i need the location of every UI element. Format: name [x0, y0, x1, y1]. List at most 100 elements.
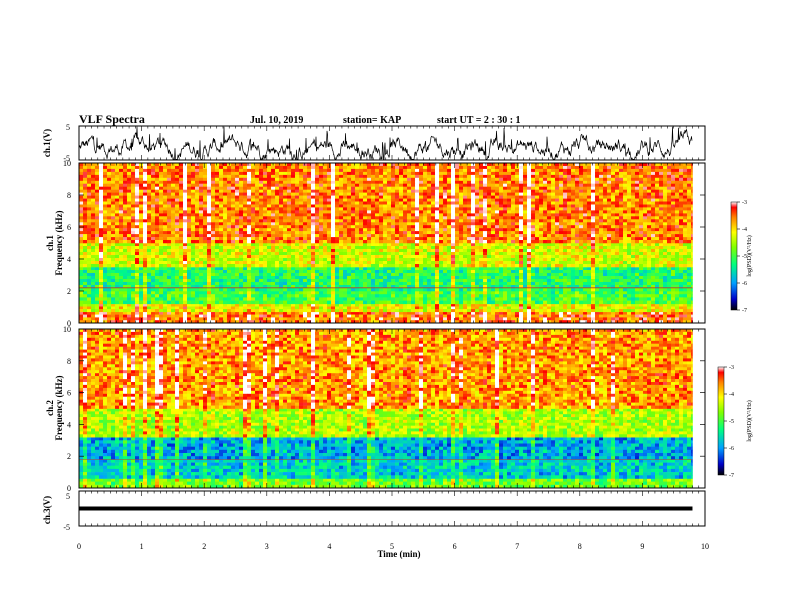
spectrogram-cell: [435, 309, 440, 313]
spectrogram-cell: [155, 258, 160, 262]
spectrogram-cell: [91, 311, 96, 315]
spectrogram-cell: [591, 282, 596, 286]
spectrogram-cell: [511, 163, 516, 167]
spectrogram-cell: [559, 291, 564, 295]
spectrogram-cell: [447, 294, 452, 298]
spectrogram-cell: [443, 261, 448, 265]
spectrogram-cell: [651, 294, 656, 298]
spectrogram-cell: [251, 267, 256, 271]
spectrogram-cell: [343, 300, 348, 305]
spectrogram-cell: [611, 249, 616, 253]
spectrogram-cell: [547, 171, 552, 176]
spectrogram-cell: [287, 282, 292, 286]
spectrogram-cell: [351, 288, 356, 292]
spectrogram-cell: [411, 171, 416, 176]
spectrogram-cell: [567, 285, 572, 289]
spectrogram-cell: [531, 303, 536, 307]
ch1-ytick-top: 5: [66, 123, 70, 132]
spectrogram-cell: [463, 282, 468, 286]
spectrogram-cell: [135, 297, 140, 301]
spectrogram-cell: [411, 261, 416, 265]
spectrogram-cell: [395, 279, 400, 283]
spectrogram-cell: [215, 264, 220, 268]
spectrogram-cell: [179, 303, 184, 307]
spectrogram-cell: [399, 288, 404, 292]
spectrogram-cell: [335, 291, 340, 295]
spectrogram-cell: [659, 309, 664, 313]
spectrogram-cell: [279, 252, 284, 256]
spectrogram-cell: [543, 246, 548, 250]
spectrogram-cell: [599, 168, 604, 173]
spectrogram-cell: [511, 311, 516, 315]
spectrogram-cell: [463, 320, 468, 324]
spectrogram-cell: [311, 279, 316, 283]
spectrogram-cell: [287, 300, 292, 305]
spectrogram-cell: [683, 255, 688, 259]
spectrogram-cell: [79, 171, 84, 176]
spectrogram-cell: [219, 264, 224, 268]
spectrogram-cell: [527, 311, 532, 315]
spectrogram-cell: [447, 300, 452, 305]
spectrogram-cell: [651, 317, 656, 321]
spectrogram-cell: [535, 285, 540, 289]
spectrogram-cell: [679, 279, 684, 283]
spectrogram-cell: [347, 300, 352, 305]
spectrogram-cell: [519, 279, 524, 283]
spectrogram-cell: [95, 166, 100, 170]
spectrogram-cell: [527, 246, 532, 250]
spectrogram-cell: [539, 243, 544, 247]
spectrogram-cell: [143, 279, 148, 283]
spectrogram-cell: [675, 291, 680, 295]
spectrogram-cell: [275, 168, 280, 173]
spectrogram-cell: [647, 311, 652, 315]
spectrogram-cell: [115, 288, 120, 292]
spectrogram-cell: [635, 317, 640, 321]
spectrogram-cell: [503, 163, 508, 167]
spectrogram-cell: [191, 171, 196, 176]
spectrogram-cell: [211, 264, 216, 268]
spectrogram-cell: [315, 166, 320, 170]
spectrogram-cell: [443, 258, 448, 262]
spectrogram-cell: [163, 317, 168, 321]
spectrogram-cell: [575, 300, 580, 305]
spectrogram-cell: [363, 276, 368, 280]
spectrogram-cell: [175, 166, 180, 170]
spectrogram-cell: [299, 294, 304, 298]
spectrogram-cell: [127, 291, 132, 295]
spectrogram-cell: [671, 276, 676, 280]
spectrogram-cell: [635, 168, 640, 173]
spectrogram-cell: [171, 249, 176, 253]
spectrogram-cell: [255, 314, 260, 318]
spectrogram-cell: [87, 285, 92, 289]
spectrogram-cell: [567, 264, 572, 268]
spectrogram-cell: [83, 174, 88, 179]
spectrogram-cell: [595, 291, 600, 295]
spectrogram-cell: [583, 171, 588, 176]
spectrogram-cell: [423, 276, 428, 280]
spectrogram-cell: [275, 267, 280, 271]
spectrogram-cell: [359, 317, 364, 321]
spectrogram-cell: [399, 261, 404, 265]
spectrogram-cell: [503, 285, 508, 289]
spectrogram-cell: [639, 261, 644, 265]
spectrogram-cell: [359, 300, 364, 305]
spectrogram-cell: [539, 252, 544, 256]
spectrogram-cell: [671, 163, 676, 167]
spectrogram-cell: [611, 279, 616, 283]
spectrogram-cell: [571, 311, 576, 315]
spectrogram-cell: [691, 306, 693, 310]
spectrogram-cell: [367, 258, 372, 262]
spectrogram-cell: [667, 320, 672, 324]
spectrogram-cell: [239, 306, 244, 310]
spectrogram-cell: [503, 261, 508, 265]
spectrogram-cell: [575, 294, 580, 298]
spectrogram-cell: [511, 261, 516, 265]
spectrogram-cell: [655, 261, 660, 265]
spectrogram-cell: [87, 267, 92, 271]
spectrogram-cell: [599, 294, 604, 298]
spectrogram-cell: [315, 288, 320, 292]
spectrogram-cell: [195, 174, 200, 179]
spectrogram-cell: [679, 267, 684, 271]
spectrogram-cell: [331, 258, 336, 262]
spectrogram-cell: [463, 273, 468, 277]
